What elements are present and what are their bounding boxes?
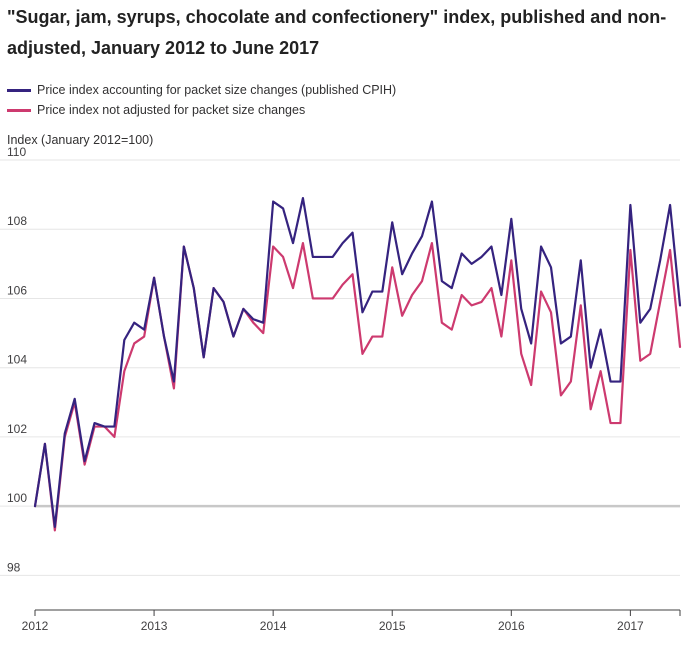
x-axis: 2012 2013 2014 2015 2016 2017	[22, 609, 681, 633]
x-tick-label-2013: 2013	[141, 619, 168, 633]
legend-item-published: Price index accounting for packet size c…	[7, 80, 396, 100]
series-line-published	[33, 196, 682, 529]
y-tick-label-100: 100	[7, 491, 27, 505]
x-tick-label-2015: 2015	[379, 619, 406, 633]
x-tick-label-2014: 2014	[260, 619, 287, 633]
legend-swatch-published	[7, 88, 31, 92]
y-tick-label-110: 110	[7, 145, 26, 159]
legend: Price index accounting for packet size c…	[7, 80, 396, 120]
y-tick-label-98: 98	[7, 560, 21, 574]
legend-swatch-non-adjusted	[7, 108, 31, 112]
x-tick-label-2016: 2016	[498, 619, 525, 633]
y-tick-label-104: 104	[7, 353, 27, 367]
legend-label-published: Price index accounting for packet size c…	[37, 83, 397, 97]
gridlines	[0, 159, 680, 576]
series-group	[33, 196, 682, 532]
y-tick-label-102: 102	[7, 422, 27, 436]
x-tick-label-2017: 2017	[617, 619, 644, 633]
y-tick-label-108: 108	[7, 214, 27, 228]
x-tick-label-2012: 2012	[22, 619, 49, 633]
series-line-non-adjusted	[33, 241, 682, 532]
legend-label-non-adjusted: Price index not adjusted for packet size…	[37, 103, 306, 117]
chart-title: "Sugar, jam, syrups, chocolate and confe…	[7, 7, 667, 58]
y-tick-labels: 98 100 102 104 106 108 110	[7, 145, 27, 574]
legend-item-non-adjusted: Price index not adjusted for packet size…	[7, 100, 396, 120]
y-tick-label-106: 106	[7, 283, 27, 297]
y-axis-label: Index (January 2012=100)	[7, 133, 154, 147]
